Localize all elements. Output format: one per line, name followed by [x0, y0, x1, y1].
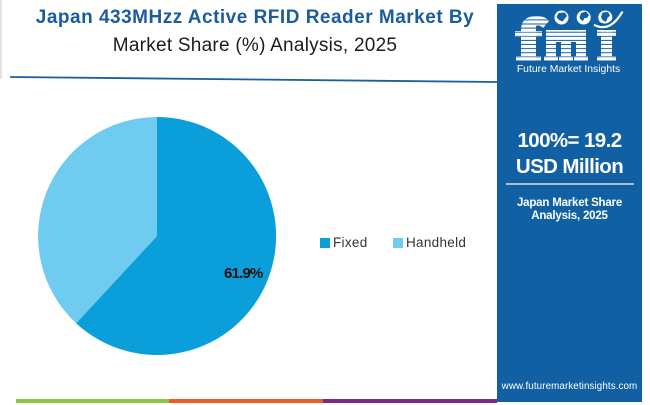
svg-text:Future Market Insights: Future Market Insights — [517, 64, 620, 75]
